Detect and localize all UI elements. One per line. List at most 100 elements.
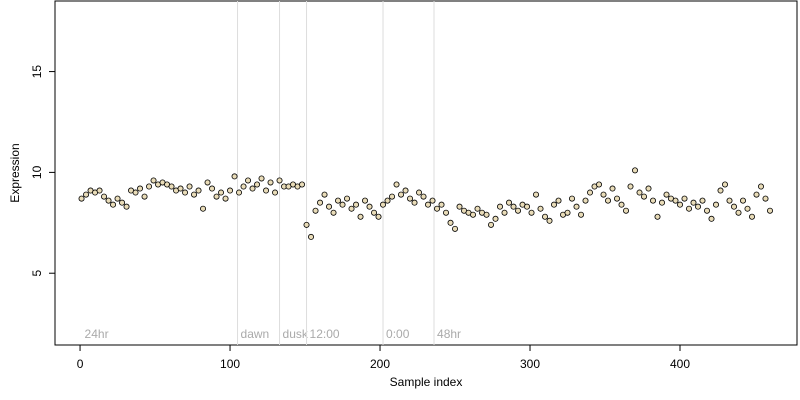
point bbox=[339, 201, 346, 208]
point bbox=[119, 199, 126, 206]
point bbox=[686, 205, 693, 212]
point bbox=[537, 205, 544, 212]
point bbox=[402, 187, 409, 194]
annotation-label: 24hr bbox=[85, 327, 109, 341]
point bbox=[317, 199, 324, 206]
point bbox=[123, 203, 130, 210]
point bbox=[569, 195, 576, 202]
point bbox=[249, 185, 256, 192]
point bbox=[236, 189, 243, 196]
point bbox=[717, 187, 724, 194]
point bbox=[447, 219, 454, 226]
point bbox=[627, 183, 634, 190]
point bbox=[330, 209, 337, 216]
point bbox=[398, 191, 405, 198]
point bbox=[303, 221, 310, 228]
annotation-label: 48hr bbox=[437, 327, 461, 341]
point bbox=[456, 203, 463, 210]
point bbox=[227, 187, 234, 194]
point bbox=[114, 195, 121, 202]
point bbox=[452, 225, 459, 232]
point bbox=[389, 193, 396, 200]
point bbox=[587, 189, 594, 196]
point bbox=[141, 193, 148, 200]
point bbox=[600, 191, 607, 198]
point bbox=[731, 203, 738, 210]
point bbox=[182, 189, 189, 196]
point bbox=[515, 207, 522, 214]
plot-frame bbox=[54, 0, 798, 346]
point bbox=[632, 167, 639, 174]
point bbox=[137, 185, 144, 192]
point bbox=[380, 201, 387, 208]
point bbox=[672, 197, 679, 204]
point bbox=[690, 199, 697, 206]
point bbox=[564, 209, 571, 216]
point bbox=[267, 179, 274, 186]
point bbox=[353, 201, 360, 208]
point bbox=[474, 205, 481, 212]
point bbox=[254, 181, 261, 188]
point bbox=[195, 187, 202, 194]
point bbox=[438, 201, 445, 208]
point bbox=[150, 177, 157, 184]
point bbox=[573, 203, 580, 210]
annotation-label: 12:00 bbox=[310, 327, 340, 341]
point bbox=[488, 221, 495, 228]
point bbox=[582, 197, 589, 204]
point bbox=[222, 195, 229, 202]
point bbox=[276, 177, 283, 184]
point bbox=[213, 193, 220, 200]
point bbox=[618, 201, 625, 208]
x-tick-label: 400 bbox=[670, 357, 690, 371]
point bbox=[663, 191, 670, 198]
point bbox=[483, 211, 490, 218]
point bbox=[722, 181, 729, 188]
annotation-label: 0:00 bbox=[386, 327, 410, 341]
point bbox=[681, 195, 688, 202]
point bbox=[146, 183, 153, 190]
point bbox=[492, 215, 499, 222]
point bbox=[272, 189, 279, 196]
point bbox=[528, 209, 535, 216]
point bbox=[344, 195, 351, 202]
point bbox=[326, 203, 333, 210]
point bbox=[506, 199, 513, 206]
point bbox=[200, 205, 207, 212]
point bbox=[366, 203, 373, 210]
point bbox=[470, 211, 477, 218]
point bbox=[434, 205, 441, 212]
annotation-label: dawn bbox=[241, 327, 270, 341]
point bbox=[740, 197, 747, 204]
point bbox=[749, 213, 756, 220]
point bbox=[578, 211, 585, 218]
point bbox=[425, 201, 432, 208]
y-tick-label: 10 bbox=[30, 165, 44, 179]
point bbox=[209, 185, 216, 192]
point bbox=[596, 181, 603, 188]
point bbox=[362, 197, 369, 204]
x-tick-label: 300 bbox=[520, 357, 540, 371]
point bbox=[177, 185, 184, 192]
point bbox=[218, 189, 225, 196]
point bbox=[609, 185, 616, 192]
point bbox=[101, 193, 108, 200]
point bbox=[204, 179, 211, 186]
point bbox=[416, 189, 423, 196]
point bbox=[186, 183, 193, 190]
y-axis-label: Expression bbox=[8, 143, 22, 202]
point bbox=[704, 207, 711, 214]
point bbox=[407, 195, 414, 202]
point bbox=[654, 213, 661, 220]
point bbox=[501, 209, 508, 216]
x-tick-label: 0 bbox=[77, 357, 84, 371]
point bbox=[677, 201, 684, 208]
x-tick-label: 200 bbox=[370, 357, 390, 371]
point bbox=[420, 193, 427, 200]
point bbox=[699, 197, 706, 204]
point bbox=[758, 183, 765, 190]
point bbox=[132, 189, 139, 196]
point bbox=[551, 201, 558, 208]
point bbox=[348, 205, 355, 212]
point bbox=[542, 213, 549, 220]
